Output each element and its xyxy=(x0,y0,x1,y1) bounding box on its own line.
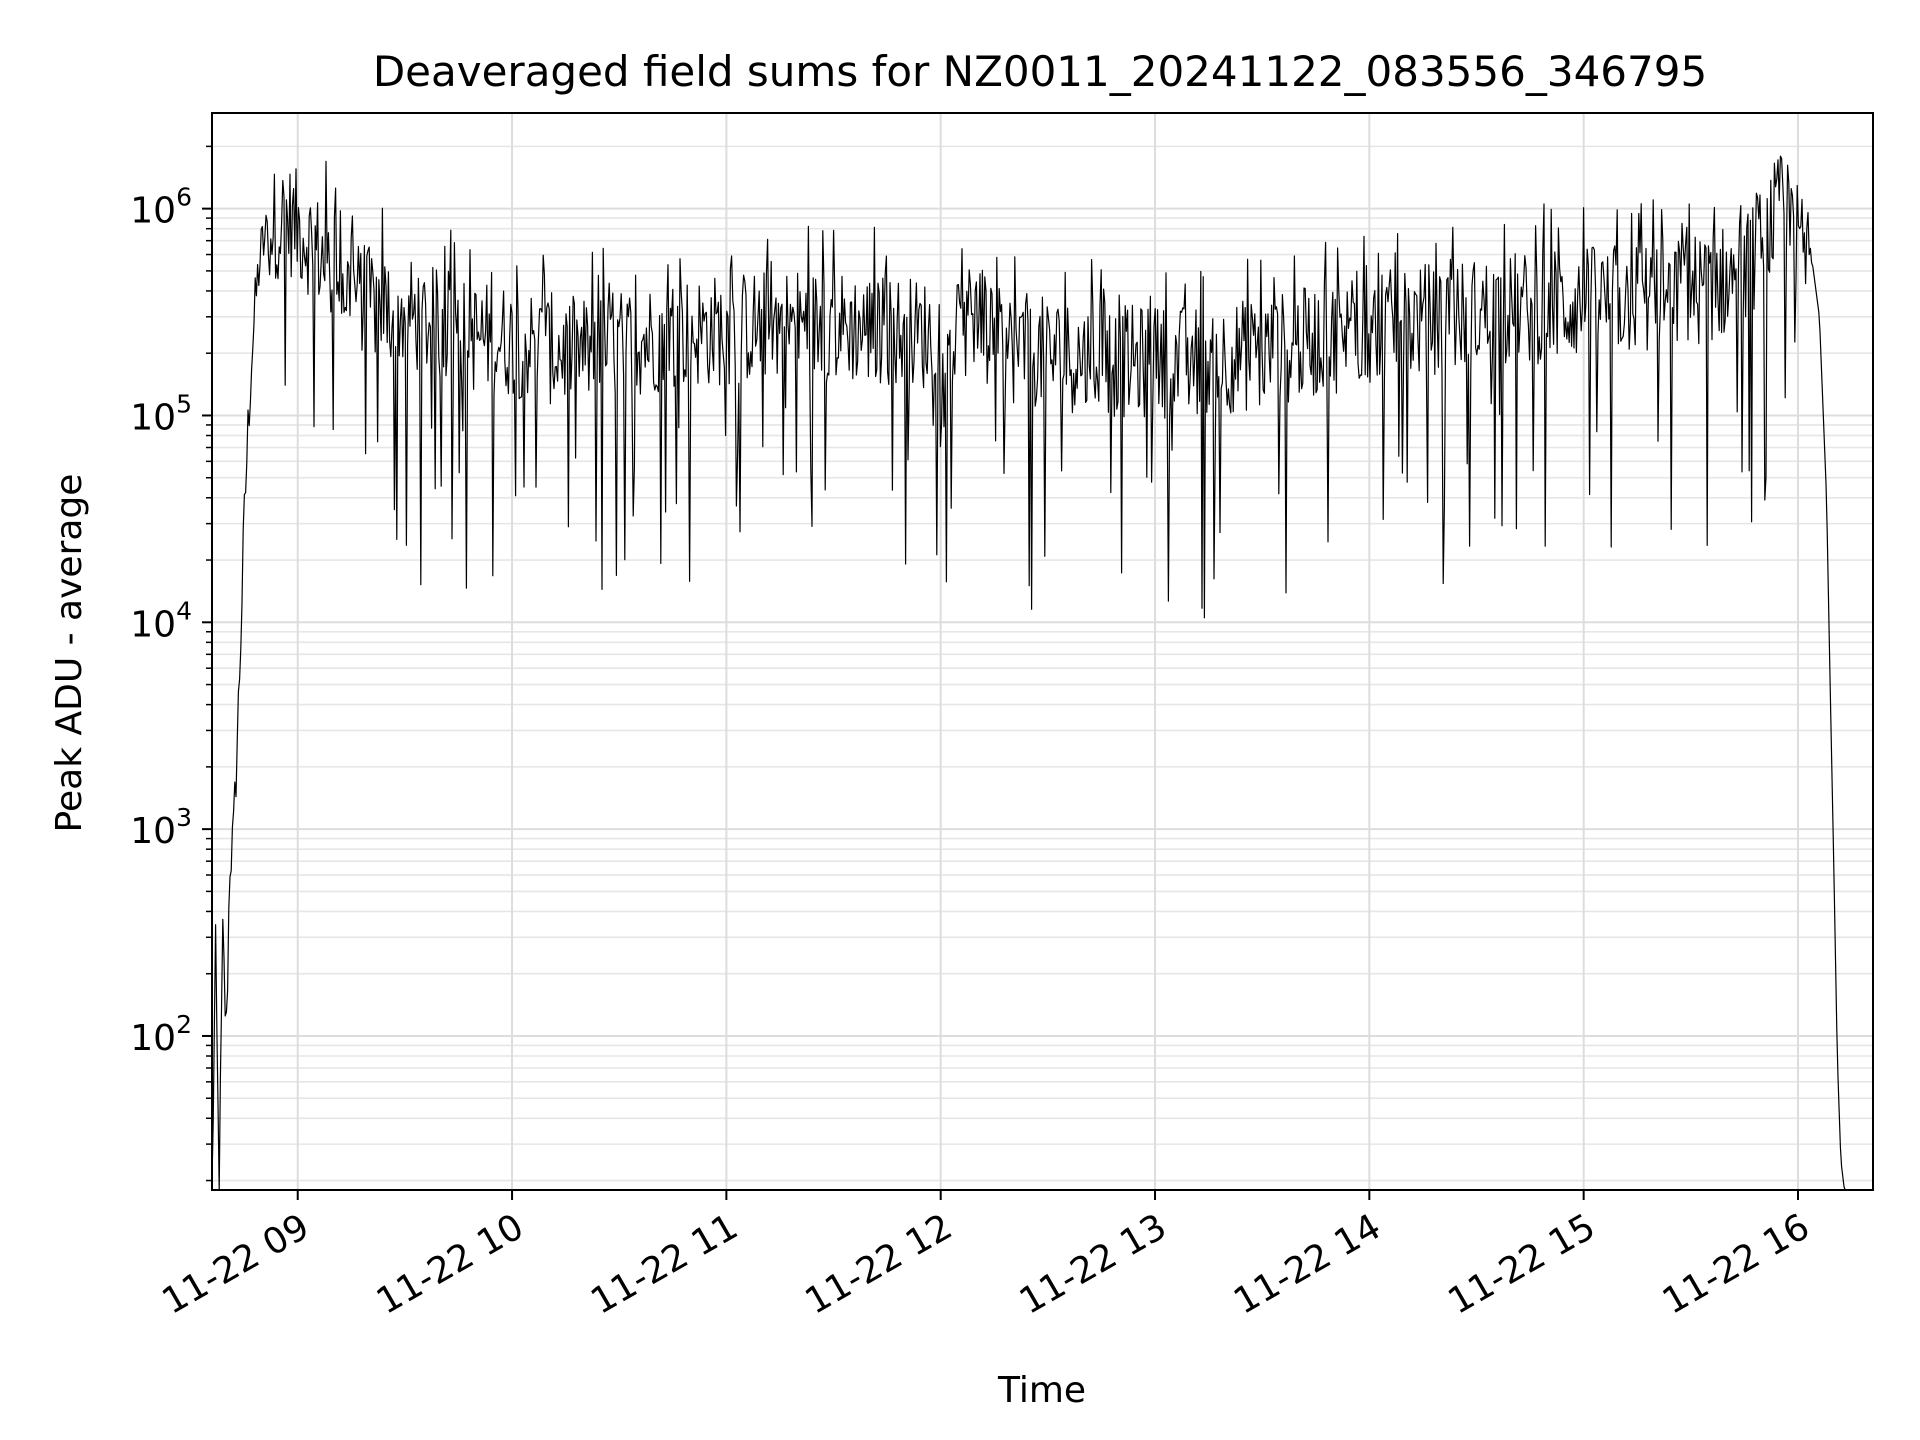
data-area xyxy=(211,155,1873,1191)
y-tick-label-base: 10 xyxy=(130,1018,176,1059)
plot-frame xyxy=(211,112,1874,1191)
y-axis-label: Peak ADU - average xyxy=(49,474,90,833)
y-tick-label: 102 xyxy=(130,1010,192,1059)
y-tick-label: 105 xyxy=(130,389,192,438)
y-tick-label-base: 10 xyxy=(130,811,176,852)
y-tick-label-base: 10 xyxy=(130,191,176,232)
y-tick-label-base: 10 xyxy=(130,397,176,438)
series-line xyxy=(211,155,1873,1191)
y-tick-label-exponent: 4 xyxy=(176,596,192,625)
y-tick-label-exponent: 6 xyxy=(176,183,192,212)
y-tick-label-exponent: 5 xyxy=(176,389,192,418)
y-tick-label-exponent: 3 xyxy=(176,803,192,832)
x-axis-label: Time xyxy=(997,1370,1086,1411)
y-tick-label: 104 xyxy=(130,596,192,645)
y-tick-label-exponent: 2 xyxy=(176,1010,192,1039)
y-tick-label: 106 xyxy=(130,183,192,232)
y-tick-label-base: 10 xyxy=(130,604,176,645)
y-tick-label: 103 xyxy=(130,803,192,852)
chart-title: Deaveraged field sums for NZ0011_2024112… xyxy=(373,47,1707,96)
